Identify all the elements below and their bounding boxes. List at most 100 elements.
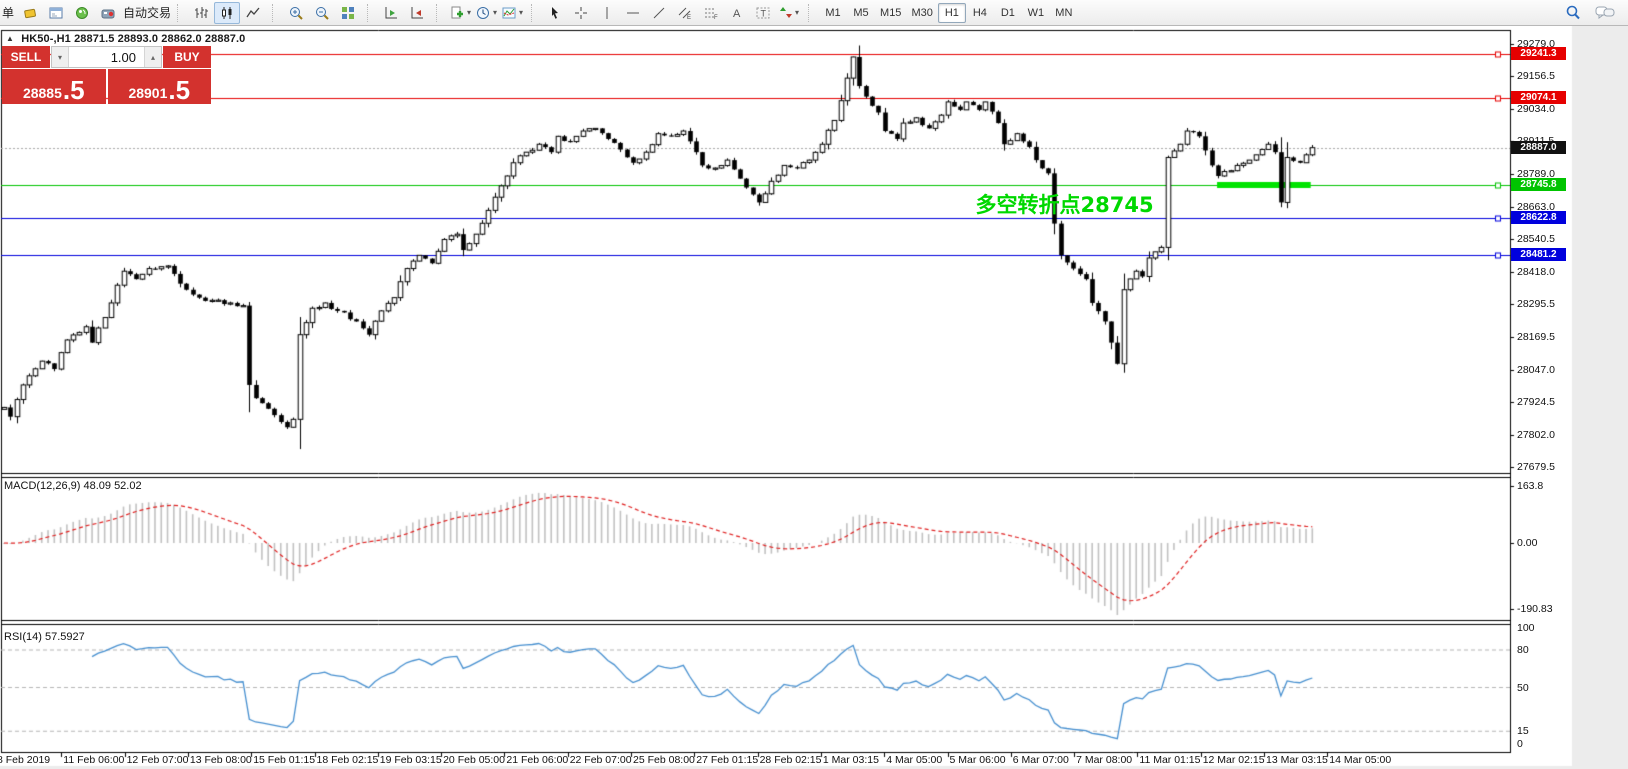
date-label: 25 Feb 08:00 [633, 754, 695, 766]
chart-plot-area[interactable] [0, 26, 1628, 769]
buy-price-display[interactable]: 28901.5 [107, 69, 211, 104]
timeframe-d1[interactable]: D1 [1000, 6, 1015, 19]
toolbar-separator [272, 3, 279, 22]
text-tool-icon[interactable]: A [724, 2, 750, 24]
date-label: 27 Feb 01:15 [696, 754, 759, 766]
sell-price-display[interactable]: 28885.5 [2, 69, 106, 104]
date-label: 8 Feb 2019 [0, 754, 51, 766]
timeframe-h4[interactable]: H4 [972, 6, 987, 19]
rsi-axis-label: 0 [1517, 738, 1523, 750]
macd-values: 48.09 52.02 [83, 480, 142, 492]
sell-button[interactable]: SELL [2, 46, 50, 68]
autotrading-icon[interactable] [95, 2, 121, 24]
one-click-trading-panel: SELL ▾ 1.00 ▴ BUY 28885.5 28901.5 [2, 46, 211, 104]
date-label: 21 Feb 06:00 [506, 754, 569, 766]
timeframe-group: M1 M5 M15 M30 H1 H4 D1 W1 MN [819, 1, 1078, 25]
timeframe-h1[interactable]: H1 [937, 2, 966, 23]
autotrading-label[interactable]: 自动交易 [123, 6, 172, 20]
price-level-badge: 28481.2 [1511, 248, 1566, 262]
text-label-tool-icon[interactable]: T [750, 2, 776, 24]
timeframe-m5[interactable]: M5 [853, 6, 869, 19]
rsi-axis-label: 50 [1517, 681, 1529, 694]
crosshair-tool-icon[interactable] [568, 2, 594, 24]
svg-text:F: F [714, 15, 718, 21]
price-tick-label: 28663.0 [1517, 200, 1555, 213]
cursor-tool-icon[interactable] [542, 2, 568, 24]
new-order-icon[interactable] [17, 2, 43, 24]
one-click-collapse-icon[interactable]: ▲ [6, 34, 15, 43]
new-order-label[interactable]: 单 [2, 6, 15, 20]
indicators-icon[interactable] [499, 2, 525, 24]
tile-windows-icon[interactable] [335, 2, 361, 24]
price-tick-label: 28418.0 [1517, 265, 1555, 278]
toolbar-right-group [1560, 2, 1626, 24]
price-tick-label: 27679.5 [1517, 461, 1555, 474]
macd-name: MACD(12,26,9) [4, 480, 81, 492]
macd-axis-label: 163.8 [1517, 480, 1544, 493]
price-tick-label: 27924.5 [1517, 396, 1555, 409]
auto-scroll-icon[interactable] [378, 2, 404, 24]
price-tick-label: 28169.5 [1517, 331, 1555, 344]
rsi-label: RSI(14) 57.5927 [4, 631, 85, 643]
period-icon[interactable] [473, 2, 499, 24]
volume-value[interactable]: 1.00 [110, 49, 136, 65]
toolbar-separator [367, 3, 374, 22]
search-icon[interactable] [1560, 2, 1586, 24]
timeframe-w1[interactable]: W1 [1027, 6, 1045, 19]
zoom-in-icon[interactable] [283, 2, 309, 24]
svg-text:T: T [761, 8, 767, 18]
chart-shift-icon[interactable] [404, 2, 430, 24]
date-label: 11 Feb 06:00 [63, 754, 125, 766]
zoom-out-icon[interactable] [309, 2, 335, 24]
signals-icon[interactable] [69, 2, 95, 24]
sell-price-fraction: .5 [62, 74, 85, 105]
volume-decrease-button[interactable]: ▾ [52, 47, 69, 67]
volume-spinner: ▾ 1.00 ▴ [51, 46, 162, 68]
price-level-badge: 28745.8 [1511, 178, 1566, 192]
date-label: 14 Mar 05:00 [1329, 754, 1392, 766]
trendline-tool-icon[interactable] [646, 2, 672, 24]
toolbar-separator [531, 3, 538, 22]
timeframe-m1[interactable]: M1 [825, 6, 841, 19]
new-chart-icon[interactable] [447, 2, 473, 24]
price-tick-label: 28047.0 [1517, 363, 1555, 376]
line-chart-mode-icon[interactable] [240, 2, 266, 24]
date-label: 13 Mar 03:15 [1266, 754, 1328, 766]
current-price-badge: 28887.0 [1511, 140, 1566, 154]
macd-axis-label: 0.00 [1517, 537, 1538, 549]
main-toolbar: 单 自动交易 E F A T M1 M5 M15 M30 H1 H4 D1 W1 MN [0, 0, 1628, 26]
channel-tool-icon[interactable]: E [672, 2, 698, 24]
price-tick-label: 29034.0 [1517, 102, 1555, 115]
candlestick-mode-icon[interactable] [214, 1, 241, 24]
price-level-badge: 29074.1 [1511, 91, 1566, 105]
timeframe-mn[interactable]: MN [1055, 6, 1073, 19]
arrows-tool-icon[interactable] [776, 2, 802, 24]
rsi-axis-label: 100 [1517, 622, 1535, 634]
price-tick-label: 28295.5 [1517, 298, 1555, 311]
bar-chart-mode-icon[interactable] [188, 2, 214, 24]
date-label: 4 Mar 05:00 [886, 754, 943, 766]
volume-increase-button[interactable]: ▴ [144, 47, 161, 67]
vertical-line-tool-icon[interactable] [594, 2, 620, 24]
macd-axis-label: -190.83 [1517, 602, 1553, 615]
timeframe-m30[interactable]: M30 [911, 6, 933, 19]
buy-button[interactable]: BUY [163, 46, 211, 68]
rsi-axis-label: 15 [1517, 725, 1529, 738]
horizontal-line-tool-icon[interactable] [620, 2, 646, 24]
chat-icon[interactable] [1592, 2, 1618, 24]
market-watch-window-icon[interactable] [43, 2, 69, 24]
timeframe-m15[interactable]: M15 [880, 6, 902, 19]
price-level-badge: 28622.8 [1511, 210, 1566, 224]
date-label: 1 Mar 03:15 [822, 754, 879, 766]
date-label: 18 Feb 02:15 [316, 754, 379, 766]
date-label: 28 Feb 02:15 [759, 754, 822, 766]
svg-text:A: A [733, 8, 741, 20]
price-tick-label: 27802.0 [1517, 428, 1555, 441]
toolbar-separator [436, 3, 443, 22]
fibonacci-tool-icon[interactable]: F [698, 2, 724, 24]
chart-title-symbol: HK50-,H1 [21, 33, 71, 45]
buy-price-main: 28901 [128, 84, 168, 101]
date-label: 7 Mar 08:00 [1076, 754, 1133, 766]
pivot-annotation: 多空转折点28745 [975, 193, 1154, 218]
